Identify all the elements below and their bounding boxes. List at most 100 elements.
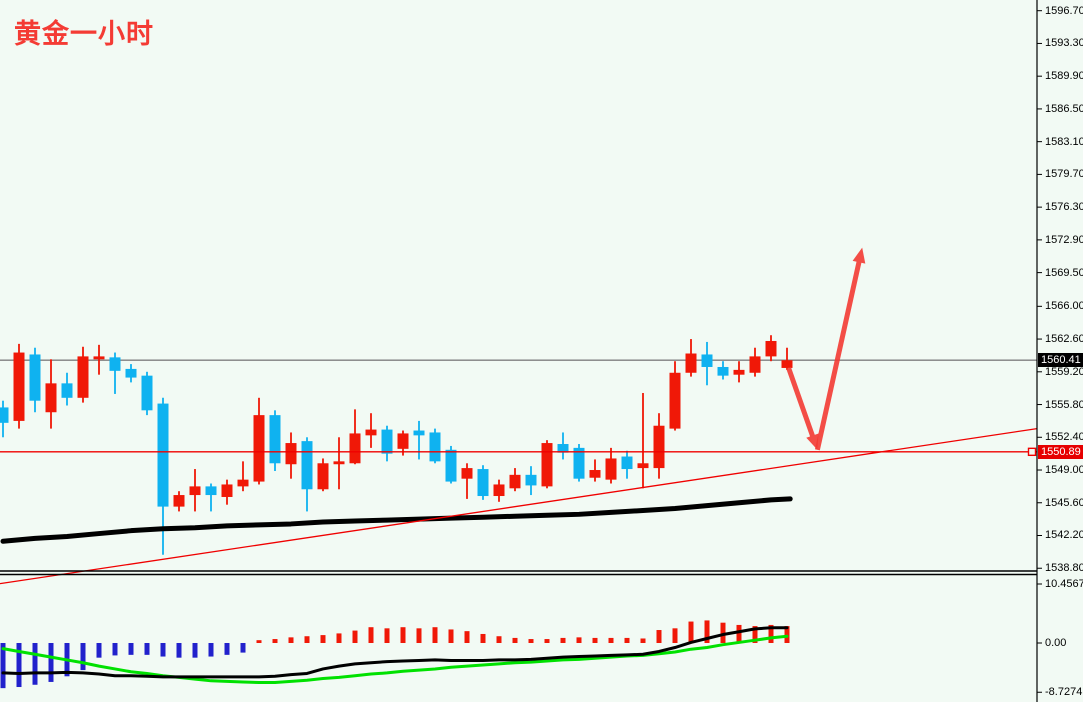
candle-body [669, 372, 681, 429]
candle-body [125, 368, 137, 378]
forecast-arrow [814, 247, 866, 451]
candle-body [461, 468, 473, 479]
candle-body [381, 429, 393, 454]
histogram-bar [400, 627, 406, 643]
histogram-bar [752, 626, 758, 643]
histogram-bar [240, 643, 246, 653]
candle-body [93, 356, 105, 360]
axis-tick-label: 1593.30 [1045, 37, 1083, 50]
candle-body [557, 444, 569, 453]
histogram-bar [224, 643, 230, 655]
current-price-tag: 1560.41 [1038, 353, 1083, 367]
candle-body [317, 463, 329, 490]
candle-body [269, 415, 281, 464]
candle-body [189, 486, 201, 496]
candle-body [333, 461, 345, 465]
axis-tick-label: 1569.50 [1045, 266, 1083, 279]
histogram-bar [624, 637, 630, 643]
axis-tick-label: 1549.00 [1045, 464, 1083, 477]
candle-body [349, 433, 361, 464]
axis-tick-label: 1559.20 [1045, 365, 1083, 378]
histogram-bar [544, 639, 550, 643]
candle-body [477, 469, 489, 497]
histogram-bar [176, 643, 182, 658]
histogram-bar [304, 636, 310, 643]
candle-body [621, 456, 633, 470]
axis-tick-label: 1576.30 [1045, 201, 1083, 214]
histogram-bar [720, 622, 726, 643]
histogram-bar [512, 637, 518, 643]
candle-body [285, 443, 297, 465]
histogram-bar [480, 633, 486, 643]
candle-body [589, 470, 601, 478]
histogram-bar [608, 637, 614, 643]
candle-body [509, 474, 521, 489]
candle-body [445, 449, 457, 482]
chart-title: 黄金一小时 [14, 19, 154, 49]
level-hline-marker [1027, 447, 1037, 457]
histogram-bar [768, 624, 774, 643]
candle-body [29, 354, 41, 401]
macd-line-green [1, 634, 789, 685]
candle-body [221, 484, 233, 497]
histogram-bar [384, 628, 390, 643]
candle-body [637, 463, 649, 469]
histogram-bar [416, 628, 422, 643]
histogram-bar [496, 636, 502, 643]
candle-body [701, 354, 713, 367]
histogram-bar [96, 643, 102, 658]
candle-body [749, 356, 761, 373]
histogram-bar [704, 620, 710, 643]
histogram-bar [256, 640, 262, 643]
candle-body [781, 360, 793, 368]
candle-body [253, 415, 265, 482]
histogram-bar [736, 624, 742, 643]
candle-body [429, 432, 441, 462]
candle-body [205, 486, 217, 496]
candle-body [13, 352, 25, 421]
histogram-bar [592, 637, 598, 643]
histogram-bar [368, 627, 374, 643]
candle-body [173, 495, 185, 507]
candle-body [61, 383, 73, 398]
axis-tick-label: 1545.60 [1045, 496, 1083, 509]
candle-body [493, 484, 505, 497]
histogram-bar [112, 643, 118, 656]
axis-tick-label: 1586.50 [1045, 102, 1083, 115]
histogram-bar [160, 643, 166, 657]
histogram-bar [288, 637, 294, 643]
axis-tick-label: 1552.40 [1045, 431, 1083, 444]
candle-body [365, 429, 377, 436]
candle-body [301, 441, 313, 490]
histogram-bar [448, 629, 454, 643]
axis-tick-label: 1596.70 [1045, 4, 1083, 17]
forecast-arrow [786, 367, 819, 450]
candle-body [109, 357, 121, 371]
candle-body [77, 356, 89, 398]
histogram-bar [352, 630, 358, 643]
histogram-bar [336, 633, 342, 643]
candle-body [525, 474, 537, 486]
histogram-bar [560, 637, 566, 643]
axis-tick-label: 1583.10 [1045, 135, 1083, 148]
histogram-bar [48, 643, 54, 682]
histogram-bar [0, 643, 6, 689]
candle-body [685, 353, 697, 373]
histogram-bar [320, 635, 326, 643]
macd-line-black [1, 626, 789, 679]
candle-body [573, 447, 585, 479]
axis-tick-label: 1542.20 [1045, 529, 1083, 542]
histogram-bar [672, 628, 678, 643]
candle-body [733, 369, 745, 375]
histogram-bar [464, 631, 470, 643]
axis-tick-label: 1566.00 [1045, 300, 1083, 313]
histogram-bar [528, 639, 534, 643]
candle-body [141, 375, 153, 411]
histogram-bar [656, 630, 662, 643]
histogram-bar [144, 643, 150, 655]
ma-line [0, 496, 793, 544]
candle-body [0, 407, 9, 423]
